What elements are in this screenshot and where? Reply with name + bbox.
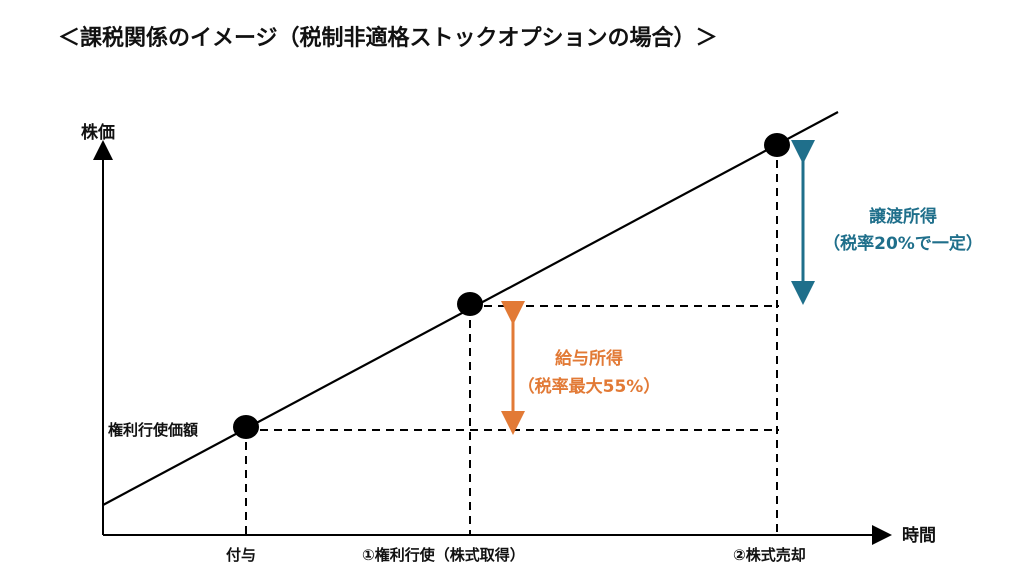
x-axis-label: 時間 (902, 526, 936, 546)
exercise-price-label: 権利行使価額 (108, 421, 199, 439)
transfer-tax-rate-label: （税率20%で一定） (823, 234, 983, 254)
grant-tick-label: 付与 (226, 546, 257, 564)
exercise-tick-label: ①権利行使（株式取得） (362, 546, 525, 564)
sale-tick-label: ②株式売却 (733, 546, 806, 564)
y-axis-label: 株価 (81, 123, 115, 143)
exercise-point (457, 292, 483, 316)
grant-point (233, 415, 259, 439)
transfer-income-label: 譲渡所得 (869, 207, 937, 227)
salary-income-label: 給与所得 (555, 349, 623, 369)
salary-tax-rate-label: （税率最大55%） (517, 377, 661, 397)
sale-point (764, 133, 790, 157)
page-title: ＜課税関係のイメージ（税制非適格ストックオプションの場合）＞ (58, 26, 718, 51)
